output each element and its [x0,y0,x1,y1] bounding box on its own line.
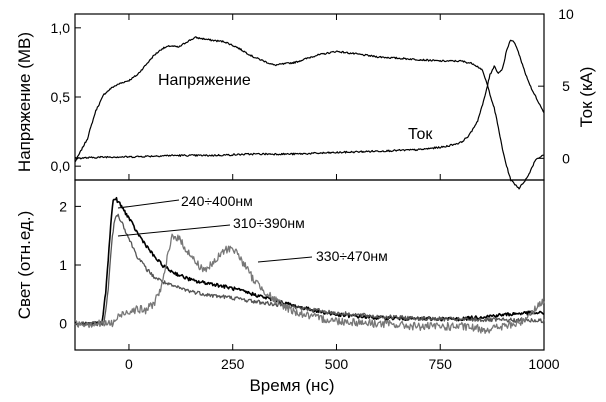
label-310-390: 310÷390нм [233,215,305,231]
series-310-390-line [74,213,545,327]
label-240-400: 240÷400нм [181,193,253,209]
current-annotation: Ток [408,126,433,143]
top-right-tick-label: 10 [558,6,574,22]
series-330-470-line [74,233,545,335]
bottom-left-axis-label: Свет (отн.ед.) [15,211,34,320]
top-right-axis-label: Ток (кА) [577,67,596,128]
pointer-330-470 [257,256,313,263]
x-tick-label: 0 [125,356,133,372]
top-left-axis-label: Напряжение (МВ) [15,32,34,172]
voltage-line [74,36,544,190]
x-tick-label: 250 [221,356,245,372]
top-left-tick-label: 1,0 [51,20,71,36]
bottom-left-tick-label: 0 [59,316,67,332]
top-right-tick-label: 0 [562,150,570,166]
pointer-310-390 [117,224,231,237]
top-right-tick-label: 5 [562,78,570,94]
top-panel-frame [74,13,545,181]
label-330-470: 330÷470нм [316,248,388,264]
voltage-annotation: Напряжение [158,72,251,89]
series-layer [74,36,545,335]
x-tick-label: 1000 [528,356,559,372]
x-tick-label: 750 [429,356,453,372]
top-left-tick-label: 0,5 [51,89,71,105]
x-axis-label: Время (нс) [249,376,334,395]
pointer-240-400 [117,199,180,209]
bottom-left-tick-label: 1 [59,257,67,273]
bottom-left-tick-label: 2 [59,198,67,214]
bottom-panel-frame [74,179,545,351]
series-240-400-line [74,196,545,327]
ticks-layer: 0,0 0,5 1,0 0 5 10 0 1 2 0 250 500 750 1000 [51,6,574,372]
current-line [74,39,545,160]
top-left-tick-label: 0,0 [51,158,71,174]
x-tick-label: 500 [325,356,349,372]
